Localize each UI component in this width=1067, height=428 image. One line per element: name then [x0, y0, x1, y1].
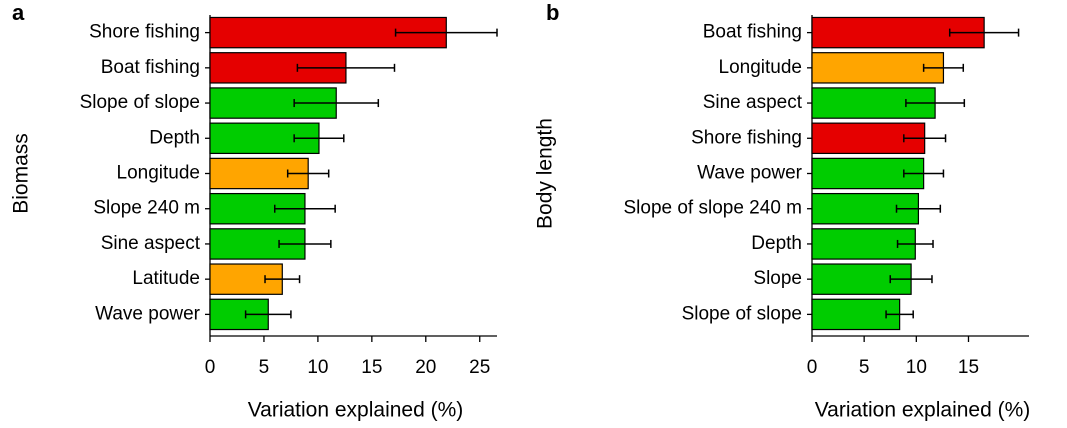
x-tick-label: 10 — [906, 357, 927, 378]
x-tick-label: 10 — [307, 357, 328, 378]
x-tick-label: 5 — [259, 357, 270, 378]
category-label: Wave power — [697, 163, 803, 184]
category-label: Boat fishing — [703, 22, 802, 43]
category-label: Shore fishing — [89, 22, 200, 43]
bar — [811, 52, 945, 84]
bar — [811, 298, 901, 331]
category-label: Boat fishing — [101, 57, 200, 78]
category-label: Depth — [751, 233, 802, 254]
category-label: Sine aspect — [101, 233, 201, 254]
x-tick-label: 25 — [469, 357, 490, 378]
panel-label: a — [12, 0, 25, 25]
category-label: Depth — [149, 127, 200, 148]
category-label: Sine aspect — [703, 92, 803, 113]
category-label: Longitude — [719, 57, 802, 78]
panel-label: b — [546, 0, 559, 25]
y-axis-title: Body length — [534, 118, 557, 229]
x-tick-label: 5 — [859, 357, 870, 378]
category-label: Shore fishing — [691, 127, 802, 148]
x-axis-title: Variation explained (%) — [248, 399, 464, 422]
x-tick-label: 20 — [415, 357, 436, 378]
category-label: Slope of slope — [682, 303, 802, 324]
category-label: Longitude — [117, 163, 200, 184]
x-tick-label: 15 — [361, 357, 382, 378]
category-label: Slope — [753, 268, 802, 289]
x-axis-title: Variation explained (%) — [815, 399, 1031, 422]
category-label: Slope of slope 240 m — [623, 198, 802, 219]
x-tick-label: 15 — [958, 357, 979, 378]
y-axis-title: Biomass — [10, 133, 33, 214]
category-label: Latitude — [132, 268, 200, 289]
category-label: Slope of slope — [80, 92, 200, 113]
x-tick-label: 0 — [205, 357, 216, 378]
category-label: Slope 240 m — [93, 198, 200, 219]
category-label: Wave power — [95, 303, 201, 324]
x-tick-label: 0 — [807, 357, 818, 378]
